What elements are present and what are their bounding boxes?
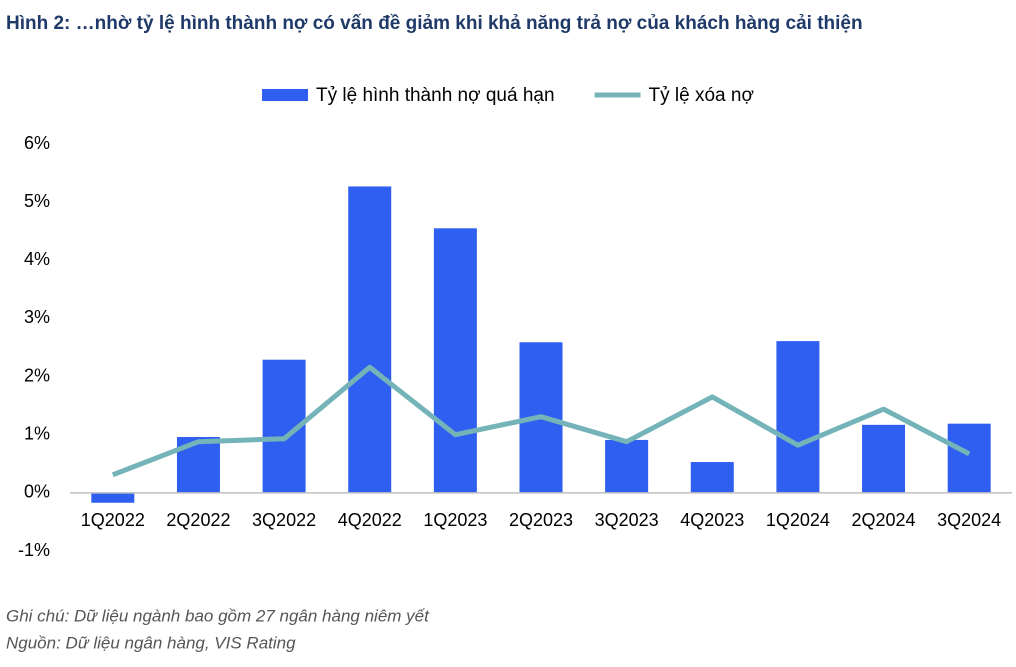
x-tick-label: 1Q2023 [423,510,487,530]
chart-title: Hình 2: …nhờ tỷ lệ hình thành nợ có vấn … [6,13,863,34]
source: Nguồn: Dữ liệu ngân hàng, VIS Rating [6,633,296,652]
y-tick-label: 2% [24,365,50,385]
legend-label: Tỷ lệ hình thành nợ quá hạn [316,85,555,106]
line [111,364,971,478]
x-tick-label: 3Q2022 [252,510,316,530]
bar [605,439,649,493]
y-tick-label: 5% [24,191,50,211]
y-tick-label: 3% [24,307,50,327]
legend-label: Tỷ lệ xóa nợ [649,85,754,106]
x-tick-label: 3Q2024 [937,510,1001,530]
x-tick-label: 3Q2023 [595,510,659,530]
y-tick-label: 0% [24,482,50,502]
x-tick-label: 1Q2022 [81,510,145,530]
y-tick-label: 6% [24,133,50,153]
legend-swatch [262,89,308,101]
x-tick-label: 2Q2024 [852,510,916,530]
x-tick-label: 4Q2023 [680,510,744,530]
x-tick-label: 2Q2022 [166,510,230,530]
y-tick-label: -1% [18,540,50,560]
y-tick-label: 1% [24,423,50,443]
bar [433,228,477,493]
bar [348,186,392,493]
bar [91,492,135,503]
note: Ghi chú: Dữ liệu ngành bao gồm 27 ngân h… [6,606,430,625]
bar [776,341,820,493]
bar [862,424,906,493]
bar [690,462,734,493]
y-tick-label: 4% [24,249,50,269]
x-tick-label: 4Q2022 [338,510,402,530]
x-tick-label: 1Q2024 [766,510,830,530]
x-tick-label: 2Q2023 [509,510,573,530]
bar [947,423,991,493]
